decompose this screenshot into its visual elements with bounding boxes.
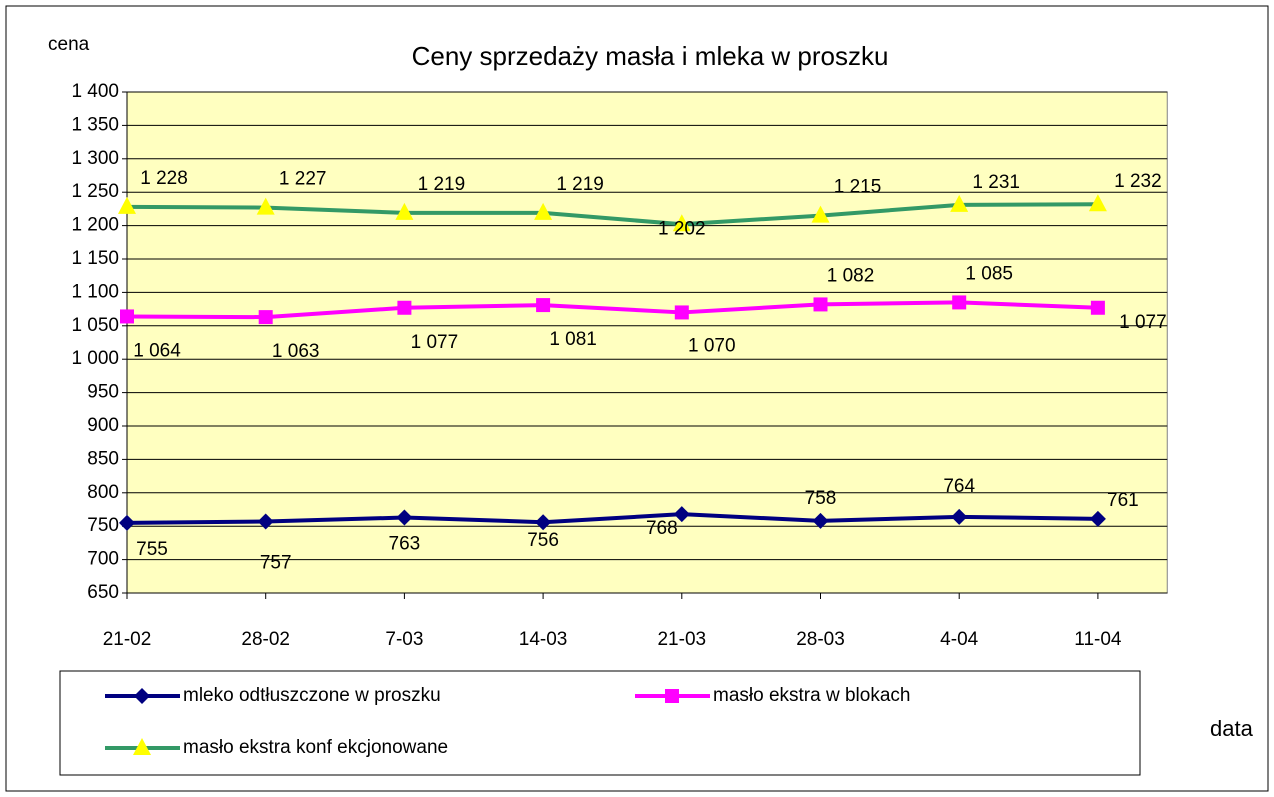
y-tick-label: 1 050 [71,315,119,336]
y-axis-label: cena [48,34,90,55]
legend-label: mleko odtłuszczone w proszku [183,685,441,706]
data-point [395,202,414,220]
data-point [812,512,829,529]
data-label: 768 [646,518,678,539]
y-tick-label: 1 150 [71,248,119,269]
data-label: 761 [1107,490,1139,511]
y-tick-label: 1 000 [71,348,119,369]
x-tick-label: 21-02 [103,629,152,650]
legend-label: masło ekstra konf ekcjonowane [183,737,448,758]
data-label: 1 070 [688,335,736,356]
data-point [256,197,275,215]
data-point [397,300,412,315]
data-point [951,508,968,525]
data-label: 758 [805,488,837,509]
data-label: 1 232 [1114,171,1162,192]
data-point [674,305,689,320]
data-label: 1 077 [1119,312,1167,333]
series-line [126,300,1098,320]
data-point [535,514,552,531]
chart-title: Ceny sprzedaży masła i mleka w proszku [412,41,889,71]
y-tick-label: 1 250 [71,181,119,202]
data-label: 763 [389,534,421,555]
data-point [536,298,551,313]
data-label: 1 085 [965,263,1013,284]
x-tick-label: 11-04 [1074,629,1122,650]
series-line [126,202,1098,227]
data-point [952,295,967,310]
y-tick-label: 700 [87,549,119,570]
y-tick-label: 1 400 [71,81,119,102]
data-label: 764 [943,476,975,497]
data-label: 1 219 [418,174,466,195]
data-label: 1 063 [272,341,320,362]
legend-marker [665,689,679,703]
x-tick-label: 28-02 [241,629,290,650]
data-point [396,509,413,526]
x-tick-label: 4-04 [940,629,978,650]
plot-area [126,91,1168,594]
data-label: 757 [260,553,292,574]
data-label: 1 228 [140,168,188,189]
y-tick-label: 1 300 [71,148,119,169]
data-point [950,194,969,212]
data-point [1089,510,1106,527]
legend-marker [133,738,151,755]
data-label: 756 [527,530,559,551]
data-label: 1 231 [972,172,1020,193]
data-label: 1 202 [658,218,706,239]
series-line [126,512,1098,525]
data-point [813,297,828,312]
x-axis-label: data [1210,716,1254,741]
y-tick-label: 950 [87,382,119,403]
data-point [1088,194,1107,212]
x-tick-label: 28-03 [796,629,845,650]
legend-marker [134,688,150,704]
data-point [672,214,691,232]
data-label: 1 064 [133,340,181,361]
y-tick-label: 650 [87,582,119,603]
data-label: 1 227 [279,169,327,190]
data-point [119,514,135,531]
data-label: 1 077 [411,332,459,353]
y-tick-label: 1 200 [71,215,119,236]
data-point [1090,300,1105,315]
data-point [120,309,134,324]
y-tick-label: 800 [87,482,119,503]
y-tick-label: 850 [87,448,119,469]
data-label: 1 215 [834,177,882,198]
legend-label: masło ekstra w blokach [713,685,910,706]
y-tick-label: 1 100 [71,281,119,302]
y-tick-label: 900 [87,415,119,436]
x-tick-label: 7-03 [385,629,423,650]
legend [59,670,1141,776]
data-point [673,506,690,523]
data-point [118,196,136,214]
data-point [811,205,830,223]
y-tick-label: 750 [87,515,119,536]
data-point [258,310,273,325]
data-label: 1 082 [827,265,875,286]
data-point [534,202,553,220]
data-label: 1 081 [549,329,597,350]
data-label: 1 219 [556,174,604,195]
data-label: 755 [136,539,168,560]
y-tick-label: 1 350 [71,114,119,135]
x-tick-label: 21-03 [657,629,706,650]
x-tick-label: 14-03 [519,629,568,650]
data-point [257,513,274,530]
